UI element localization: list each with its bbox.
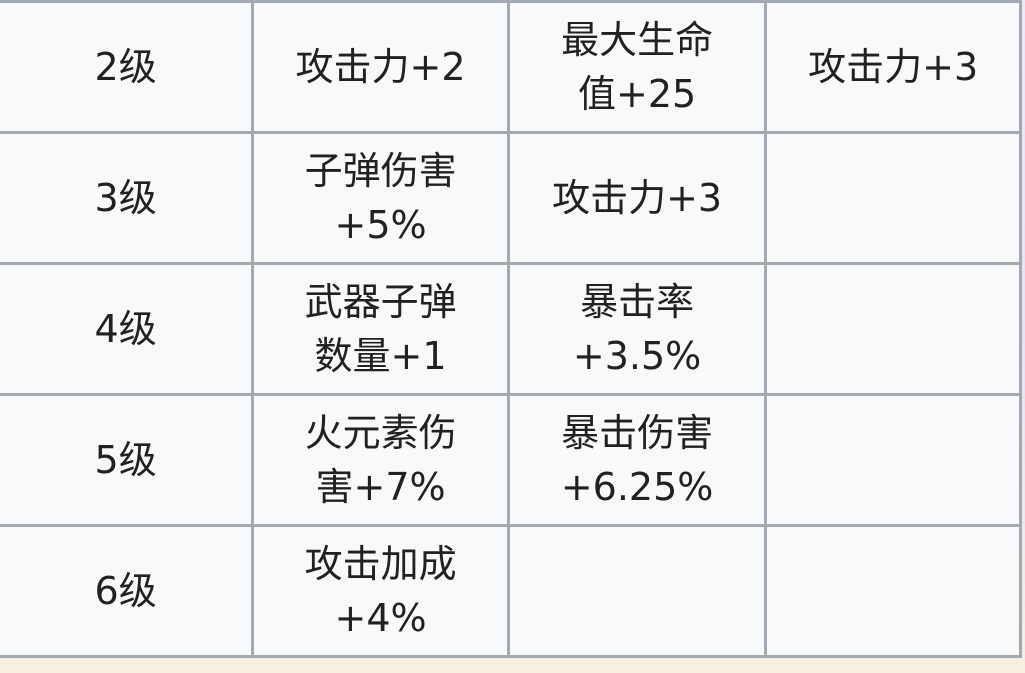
- bonus-cell: [764, 393, 1022, 527]
- bonus-cell: 攻击加成 +4%: [251, 524, 510, 658]
- table-row: 2级 攻击力+2 最大生命 值+25 攻击力+3: [0, 0, 1022, 134]
- bonus-cell: 最大生命 值+25: [506, 0, 768, 134]
- level-cell: 3级: [0, 131, 255, 265]
- bonus-cell: 暴击伤害 +6.25%: [506, 393, 768, 527]
- level-cell: 2级: [0, 0, 255, 134]
- level-cell: 5级: [0, 393, 255, 527]
- level-cell: 6级: [0, 524, 255, 658]
- bonus-cell: [506, 524, 768, 658]
- bonus-cell: [764, 131, 1022, 265]
- bonus-cell: 子弹伤害 +5%: [251, 131, 510, 265]
- table-row: 3级 子弹伤害 +5% 攻击力+3: [0, 131, 1022, 265]
- bonus-cell: 火元素伤 害+7%: [251, 393, 510, 527]
- bonus-cell: 攻击力+3: [764, 0, 1022, 134]
- table-row: 4级 武器子弹 数量+1 暴击率 +3.5%: [0, 262, 1022, 396]
- bonus-cell: 攻击力+3: [506, 131, 768, 265]
- table-row: 6级 攻击加成 +4%: [0, 524, 1022, 658]
- level-cell: 4级: [0, 262, 255, 396]
- level-bonus-table: 2级 攻击力+2 最大生命 值+25 攻击力+3 3级 子弹伤害 +5% 攻击力+3 4级 武器…: [0, 0, 1022, 658]
- bonus-cell: [764, 524, 1022, 658]
- bonus-cell: 攻击力+2: [251, 0, 510, 134]
- bonus-cell: [764, 262, 1022, 396]
- bonus-cell: 暴击率 +3.5%: [506, 262, 768, 396]
- table-row: 5级 火元素伤 害+7% 暴击伤害 +6.25%: [0, 393, 1022, 527]
- bonus-cell: 武器子弹 数量+1: [251, 262, 510, 396]
